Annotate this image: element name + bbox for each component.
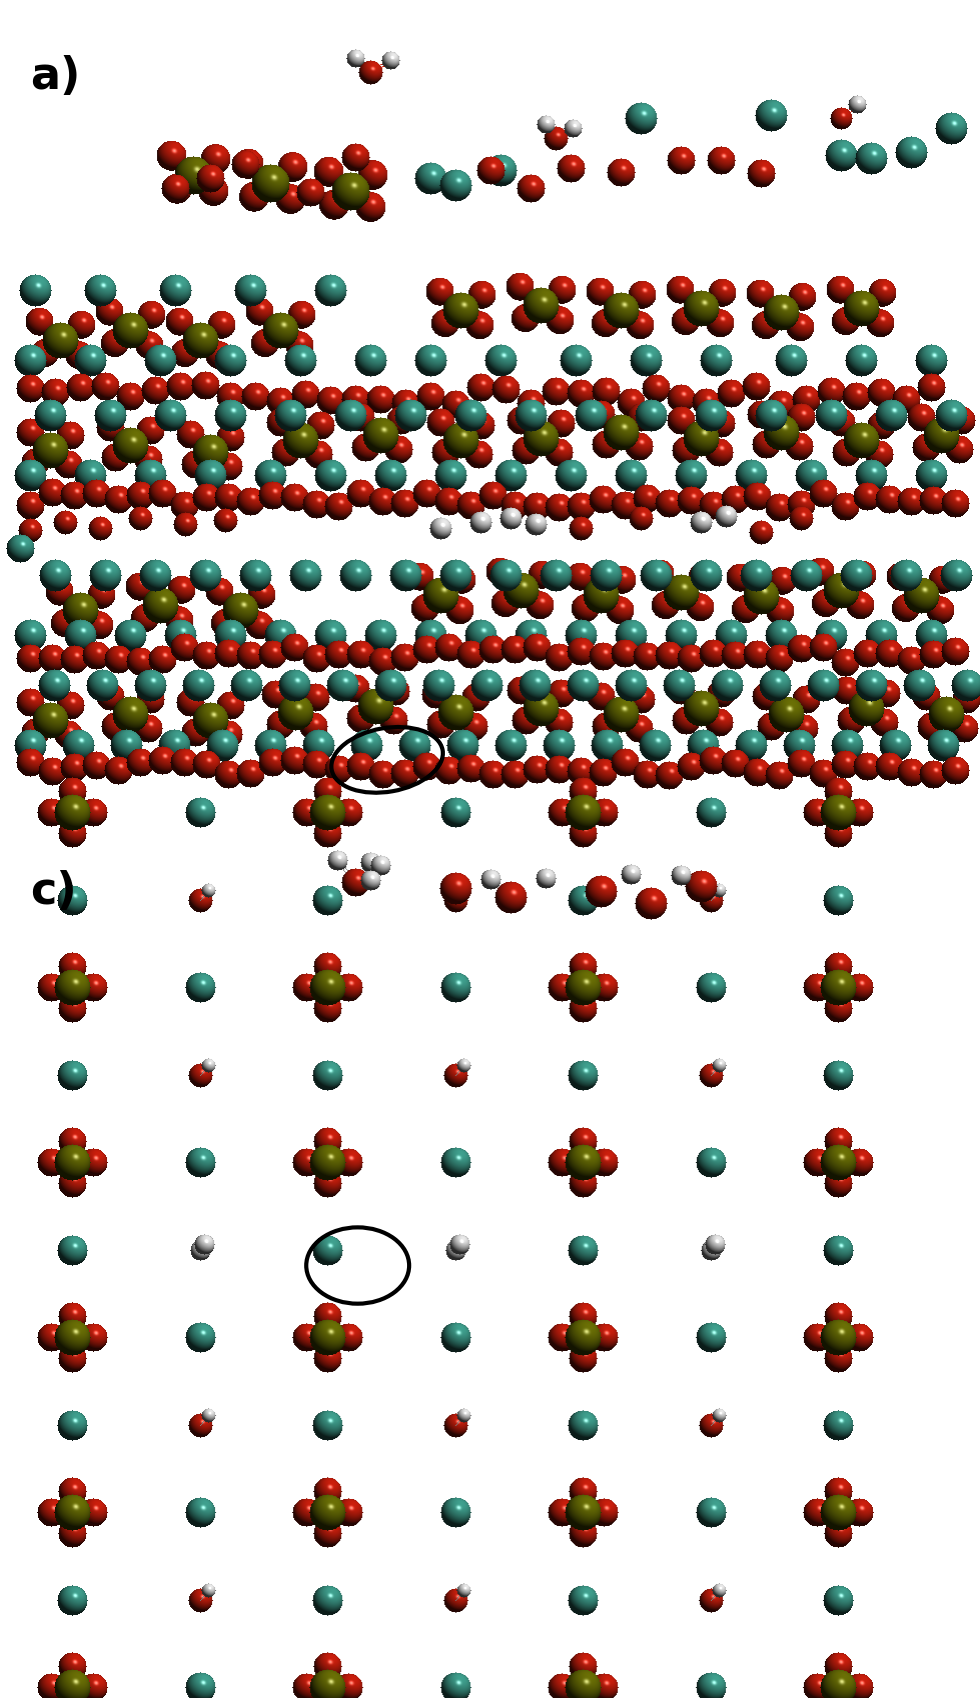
Text: a): a) (30, 54, 80, 98)
Text: c): c) (30, 869, 76, 914)
